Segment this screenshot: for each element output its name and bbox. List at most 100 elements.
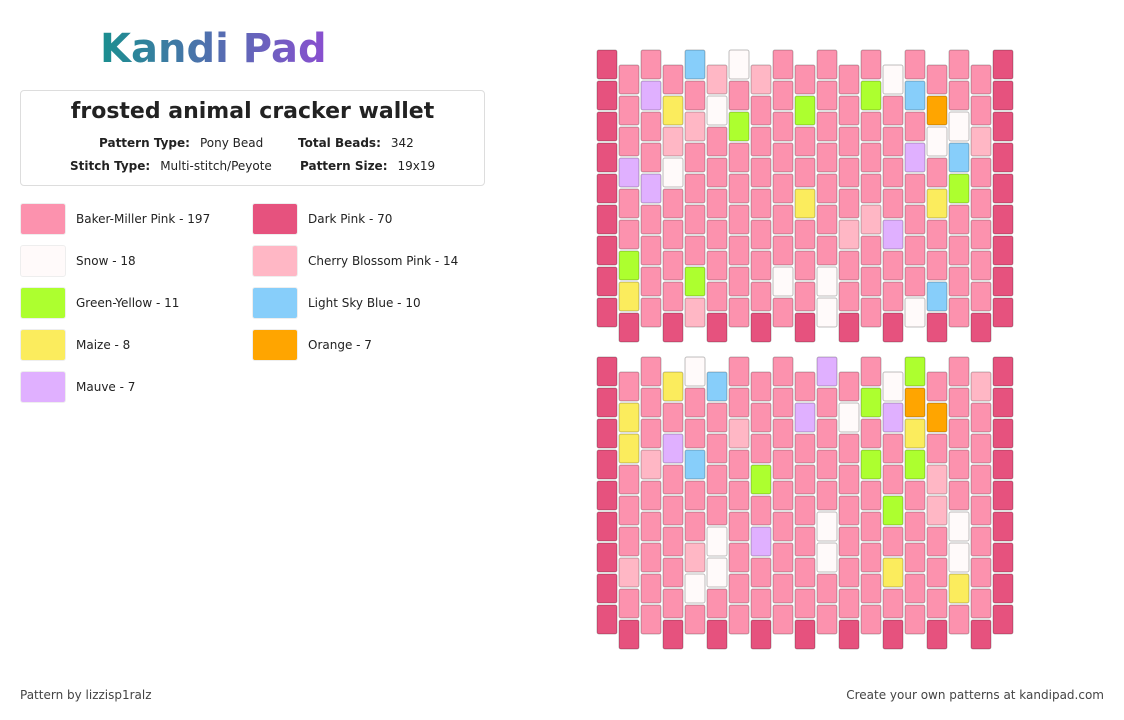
bead — [706, 402, 728, 433]
bead — [904, 356, 926, 387]
legend-item: Maize - 8 — [20, 329, 130, 361]
bead — [926, 64, 948, 95]
bead — [706, 312, 728, 343]
bead — [948, 142, 970, 173]
bead — [860, 449, 882, 480]
bead — [684, 204, 706, 235]
bead — [728, 480, 750, 511]
bead — [838, 250, 860, 281]
bead — [596, 418, 618, 449]
bead — [926, 402, 948, 433]
field-value: 19x19 — [397, 159, 436, 173]
bead — [618, 557, 640, 588]
bead — [706, 64, 728, 95]
bead — [706, 250, 728, 281]
bead — [992, 80, 1014, 111]
cta-link[interactable]: Create your own patterns at kandipad.com — [846, 688, 1104, 702]
bead — [970, 95, 992, 126]
bead — [882, 219, 904, 250]
bead — [640, 604, 662, 635]
bead — [882, 495, 904, 526]
bead — [640, 511, 662, 542]
bead — [640, 542, 662, 573]
swatch — [252, 329, 298, 361]
bead — [992, 480, 1014, 511]
bead — [596, 387, 618, 418]
bead — [816, 111, 838, 142]
bead — [794, 219, 816, 250]
bead — [970, 464, 992, 495]
bead — [816, 204, 838, 235]
bead — [662, 188, 684, 219]
bead — [662, 157, 684, 188]
bead — [596, 573, 618, 604]
legend-label: Baker-Miller Pink - 197 — [76, 212, 211, 226]
bead — [684, 449, 706, 480]
bead — [992, 418, 1014, 449]
bead — [838, 557, 860, 588]
bead — [948, 449, 970, 480]
bead — [948, 235, 970, 266]
bead — [750, 157, 772, 188]
bead — [948, 573, 970, 604]
field-value: 342 — [390, 136, 414, 150]
bead — [816, 49, 838, 80]
bead — [596, 204, 618, 235]
bead — [750, 95, 772, 126]
bead — [992, 266, 1014, 297]
bead — [706, 557, 728, 588]
bead — [640, 235, 662, 266]
bead — [860, 418, 882, 449]
bead — [860, 573, 882, 604]
bead — [618, 188, 640, 219]
bead — [728, 142, 750, 173]
bead — [794, 588, 816, 619]
bead — [970, 219, 992, 250]
legend-label: Dark Pink - 70 — [308, 212, 393, 226]
bead — [772, 204, 794, 235]
bead — [662, 464, 684, 495]
bead — [948, 80, 970, 111]
bead — [618, 126, 640, 157]
bead — [838, 219, 860, 250]
bead — [860, 266, 882, 297]
bead — [596, 173, 618, 204]
bead — [772, 418, 794, 449]
bead — [904, 204, 926, 235]
bead — [618, 588, 640, 619]
bead — [618, 312, 640, 343]
bead — [882, 64, 904, 95]
bead — [838, 526, 860, 557]
bead — [750, 433, 772, 464]
bead — [750, 250, 772, 281]
bead — [596, 480, 618, 511]
bead — [970, 371, 992, 402]
bead — [904, 387, 926, 418]
bead — [662, 312, 684, 343]
bead — [772, 449, 794, 480]
bead — [816, 418, 838, 449]
bead — [662, 433, 684, 464]
bead — [948, 511, 970, 542]
bead — [882, 402, 904, 433]
bead — [970, 495, 992, 526]
bead — [948, 480, 970, 511]
bead — [992, 49, 1014, 80]
bead — [618, 281, 640, 312]
bead — [904, 418, 926, 449]
bead — [970, 312, 992, 343]
bead — [816, 142, 838, 173]
bead — [706, 526, 728, 557]
bead — [596, 297, 618, 328]
bead — [816, 387, 838, 418]
bead — [618, 433, 640, 464]
legend-label: Cherry Blossom Pink - 14 — [308, 254, 459, 268]
bead — [728, 80, 750, 111]
bead — [684, 80, 706, 111]
logo[interactable]: Kandi Pad — [100, 26, 327, 72]
bead — [816, 235, 838, 266]
bead — [816, 542, 838, 573]
bead — [838, 402, 860, 433]
pattern-title: frosted animal cracker wallet — [70, 99, 435, 124]
legend-label: Green-Yellow - 11 — [76, 296, 180, 310]
